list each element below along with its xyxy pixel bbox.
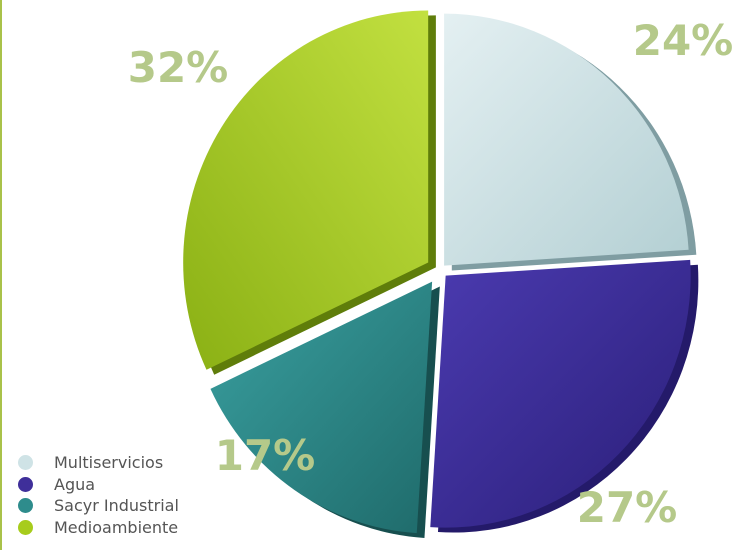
pie-slice-agua <box>430 259 691 528</box>
data-label-multiservicios: 24% <box>633 16 733 65</box>
legend-swatch-icon <box>18 519 33 535</box>
legend-label: Sacyr Industrial <box>54 496 179 516</box>
chart-legend: Multiservicios Agua Sacyr Industrial Medioa… <box>18 452 179 538</box>
legend-item: Agua <box>18 474 179 496</box>
data-label-agua: 27% <box>577 483 678 532</box>
legend-label: Medioambiente <box>54 517 179 537</box>
legend-swatch-icon <box>18 498 33 514</box>
legend-label: Multiservicios <box>54 453 164 473</box>
frame-accent-line <box>0 0 2 550</box>
pie-slice-sacyr-industrial <box>210 281 433 534</box>
legend-item: Medioambiente <box>18 517 179 539</box>
legend-label: Agua <box>54 474 96 494</box>
legend-item: Sacyr Industrial <box>18 495 179 517</box>
data-label-medioambiente: 32% <box>128 43 229 92</box>
pie-slice-medioambiente <box>183 10 429 370</box>
legend-swatch-icon <box>18 455 33 471</box>
legend-item: Multiservicios <box>18 452 179 474</box>
pie-slice-multiservicios <box>444 13 689 266</box>
data-label-sacyr-industrial: 17% <box>215 431 316 480</box>
legend-swatch-icon <box>18 476 33 492</box>
